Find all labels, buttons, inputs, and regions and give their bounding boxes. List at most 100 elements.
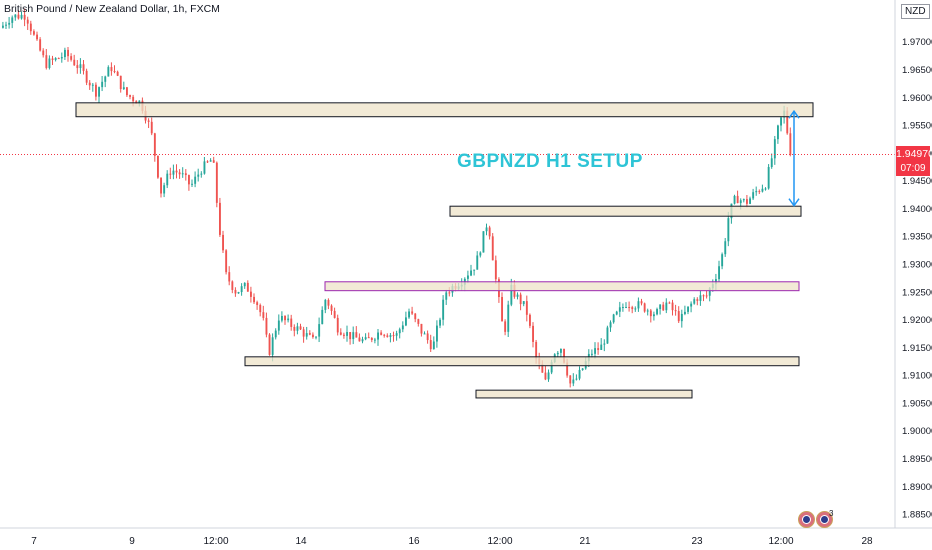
candle-body (504, 321, 507, 332)
time-axis: 7 9 12:00 14 16 12:00 21 23 12:00 28 (31, 536, 873, 547)
candle-body (560, 348, 562, 353)
candle-body (203, 161, 206, 174)
price-tick-label: 1.90500 (902, 398, 932, 409)
price-tick-label: 1.96000 (902, 93, 932, 104)
candle-body (377, 332, 379, 340)
candle-body (637, 301, 640, 309)
candle-body (256, 302, 259, 306)
candle-body (383, 334, 386, 336)
candle-body (5, 24, 7, 26)
candle-body (606, 327, 609, 344)
candle-body (346, 332, 348, 336)
candle-body (33, 31, 35, 35)
price-tick-label: 1.90000 (902, 426, 932, 437)
candle-body (581, 368, 584, 370)
candle-body (767, 167, 770, 189)
price-tick-label: 1.94000 (902, 204, 932, 215)
candle-body (643, 303, 646, 312)
time-tick-label: 28 (861, 536, 873, 547)
candle-body (646, 310, 649, 312)
candle-body (126, 87, 128, 96)
candle-body (535, 341, 538, 359)
uk-flag-event-icon[interactable] (816, 511, 833, 528)
candle-body (225, 250, 228, 273)
candle-body (773, 139, 776, 159)
candle-body (26, 19, 29, 24)
candle-body (330, 305, 333, 311)
candle-body (600, 344, 603, 350)
candle-body (138, 100, 141, 104)
candle-body (88, 82, 91, 86)
candle-body (305, 333, 308, 337)
candle-body (718, 266, 720, 280)
candle-body (786, 110, 789, 134)
candle-body (336, 317, 339, 333)
candle-body (268, 334, 271, 355)
candle-body (401, 325, 404, 330)
price-tick-label: 1.94500 (902, 176, 932, 187)
candle-body (181, 173, 184, 175)
currency-badge[interactable]: NZD (901, 4, 930, 19)
price-tick-label: 1.92000 (902, 315, 932, 326)
candle-body (736, 195, 739, 204)
candle-body (48, 58, 51, 68)
candle-body (408, 311, 410, 318)
candle-body (157, 155, 159, 178)
candle-body (57, 58, 60, 60)
candle-body (2, 25, 4, 28)
price-zone-rectangle[interactable] (475, 389, 693, 399)
candle-body (8, 22, 11, 25)
candle-body (367, 337, 370, 339)
candle-body (274, 330, 277, 338)
candle-body (234, 289, 237, 294)
candle-body (470, 270, 472, 276)
candle-body (687, 306, 689, 312)
candle-body (693, 299, 696, 304)
candle-body (259, 305, 262, 313)
candle-body (426, 333, 429, 341)
candle-body (277, 320, 280, 331)
candle-body (293, 326, 296, 331)
candle-body (240, 286, 243, 293)
candle-body (358, 337, 361, 342)
candle-body (674, 310, 677, 312)
candle-body (634, 308, 637, 310)
candle-body (122, 87, 125, 90)
candle-body (67, 49, 69, 57)
price-tick-label: 1.91500 (902, 343, 932, 354)
candle-body (169, 173, 172, 175)
candle-body (85, 70, 88, 83)
price-zone-rectangle[interactable] (244, 356, 800, 367)
uk-flag-event-icon[interactable] (798, 511, 815, 528)
time-tick-label: 12:00 (487, 536, 512, 547)
candle-body (219, 202, 221, 235)
candle-body (417, 319, 420, 324)
candle-body (200, 173, 203, 175)
candle-body (352, 332, 355, 340)
candle-body (758, 191, 761, 193)
candle-body (246, 282, 249, 292)
candle-body (615, 311, 618, 315)
candle-body (445, 292, 448, 300)
candle-body (516, 294, 519, 297)
candle-body (532, 325, 534, 342)
candle-body (333, 310, 336, 318)
chart-title: British Pound / New Zealand Dollar, 1h, … (4, 3, 220, 15)
candle-body (36, 34, 38, 40)
candle-body (184, 173, 187, 176)
candles-layer (2, 8, 792, 388)
candle-body (339, 332, 342, 335)
candle-body (420, 323, 423, 334)
candle-body (622, 307, 624, 309)
candle-body (209, 160, 212, 162)
candle-body (575, 378, 578, 380)
candle-body (423, 333, 426, 335)
price-zone-rectangle[interactable] (324, 281, 800, 292)
candle-body (448, 292, 451, 294)
candle-body (262, 312, 265, 318)
candle-body (39, 39, 42, 51)
price-zone-rectangle[interactable] (449, 205, 802, 217)
price-zone-rectangle[interactable] (75, 102, 814, 118)
candle-body (665, 302, 668, 311)
